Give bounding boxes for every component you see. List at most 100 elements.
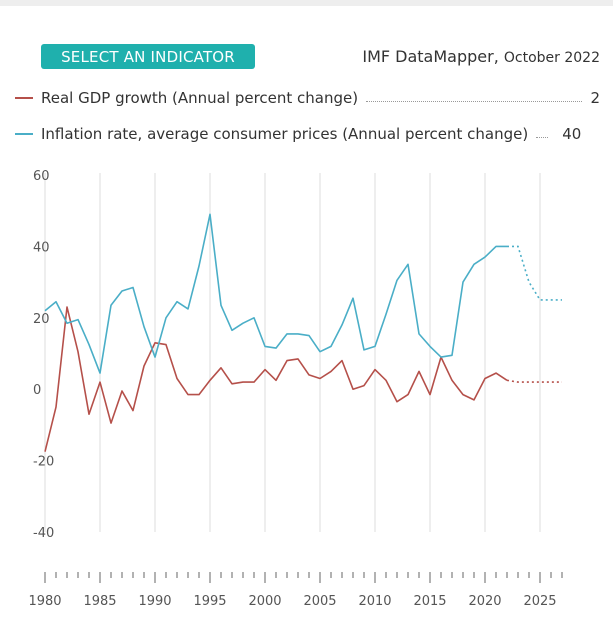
data-point[interactable] bbox=[482, 375, 488, 381]
legend-item-gdp[interactable]: Real GDP growth (Annual percent change) … bbox=[15, 88, 600, 108]
data-point[interactable] bbox=[108, 420, 114, 426]
data-point[interactable] bbox=[350, 295, 356, 301]
data-point[interactable] bbox=[460, 392, 466, 398]
data-point[interactable] bbox=[218, 302, 224, 308]
legend-value-gdp: 2 bbox=[590, 89, 600, 107]
data-point[interactable] bbox=[174, 375, 180, 381]
data-point[interactable] bbox=[108, 302, 114, 308]
data-point[interactable] bbox=[130, 284, 136, 290]
data-point[interactable] bbox=[284, 358, 290, 364]
data-point[interactable] bbox=[229, 327, 235, 333]
data-point[interactable] bbox=[163, 342, 169, 348]
data-point[interactable] bbox=[295, 331, 301, 337]
data-point[interactable] bbox=[273, 377, 279, 383]
data-point[interactable] bbox=[218, 365, 224, 371]
data-point[interactable] bbox=[42, 449, 48, 455]
data-point[interactable] bbox=[548, 297, 554, 303]
data-point[interactable] bbox=[262, 367, 268, 373]
data-point[interactable] bbox=[504, 377, 510, 383]
data-point[interactable] bbox=[372, 367, 378, 373]
data-point[interactable] bbox=[185, 392, 191, 398]
data-point[interactable] bbox=[471, 397, 477, 403]
legend-item-inflation[interactable]: Inflation rate, average consumer prices … bbox=[15, 124, 600, 144]
data-point[interactable] bbox=[416, 368, 422, 374]
data-point[interactable] bbox=[196, 263, 202, 269]
data-point[interactable] bbox=[306, 372, 312, 378]
data-point[interactable] bbox=[537, 297, 543, 303]
data-point[interactable] bbox=[119, 288, 125, 294]
data-point[interactable] bbox=[493, 370, 499, 376]
data-point[interactable] bbox=[438, 354, 444, 360]
data-point[interactable] bbox=[559, 297, 565, 303]
data-point[interactable] bbox=[482, 254, 488, 260]
data-point[interactable] bbox=[141, 363, 147, 369]
data-point[interactable] bbox=[339, 322, 345, 328]
data-point[interactable] bbox=[405, 261, 411, 267]
data-point[interactable] bbox=[515, 379, 521, 385]
data-point[interactable] bbox=[251, 315, 257, 321]
data-point[interactable] bbox=[460, 279, 466, 285]
data-point[interactable] bbox=[284, 331, 290, 337]
data-point[interactable] bbox=[196, 392, 202, 398]
data-point[interactable] bbox=[383, 311, 389, 317]
data-point[interactable] bbox=[383, 377, 389, 383]
data-point[interactable] bbox=[229, 381, 235, 387]
data-point[interactable] bbox=[64, 320, 70, 326]
data-point[interactable] bbox=[75, 317, 81, 323]
data-point[interactable] bbox=[328, 368, 334, 374]
data-point[interactable] bbox=[185, 306, 191, 312]
data-point[interactable] bbox=[130, 408, 136, 414]
data-point[interactable] bbox=[86, 342, 92, 348]
data-point[interactable] bbox=[526, 379, 532, 385]
data-point[interactable] bbox=[372, 343, 378, 349]
data-point[interactable] bbox=[526, 279, 532, 285]
data-point[interactable] bbox=[449, 377, 455, 383]
data-point[interactable] bbox=[273, 345, 279, 351]
data-point[interactable] bbox=[262, 343, 268, 349]
data-point[interactable] bbox=[207, 377, 213, 383]
data-point[interactable] bbox=[328, 343, 334, 349]
data-point[interactable] bbox=[64, 304, 70, 310]
data-point[interactable] bbox=[141, 324, 147, 330]
data-point[interactable] bbox=[152, 354, 158, 360]
data-point[interactable] bbox=[53, 299, 59, 305]
data-point[interactable] bbox=[97, 370, 103, 376]
data-point[interactable] bbox=[317, 375, 323, 381]
data-point[interactable] bbox=[394, 399, 400, 405]
data-point[interactable] bbox=[361, 383, 367, 389]
data-point[interactable] bbox=[86, 411, 92, 417]
data-point[interactable] bbox=[504, 243, 510, 249]
data-point[interactable] bbox=[152, 340, 158, 346]
data-point[interactable] bbox=[416, 331, 422, 337]
data-point[interactable] bbox=[207, 211, 213, 217]
data-point[interactable] bbox=[427, 343, 433, 349]
data-point[interactable] bbox=[350, 386, 356, 392]
data-point[interactable] bbox=[394, 277, 400, 283]
data-point[interactable] bbox=[42, 308, 48, 314]
data-point[interactable] bbox=[240, 379, 246, 385]
data-point[interactable] bbox=[306, 333, 312, 339]
data-point[interactable] bbox=[471, 261, 477, 267]
select-indicator-button[interactable]: SELECT AN INDICATOR bbox=[41, 44, 255, 69]
data-point[interactable] bbox=[493, 243, 499, 249]
data-point[interactable] bbox=[75, 349, 81, 355]
data-point[interactable] bbox=[119, 388, 125, 394]
data-point[interactable] bbox=[174, 299, 180, 305]
data-point[interactable] bbox=[53, 404, 59, 410]
data-point[interactable] bbox=[559, 379, 565, 385]
data-point[interactable] bbox=[449, 352, 455, 358]
data-point[interactable] bbox=[405, 392, 411, 398]
data-point[interactable] bbox=[537, 379, 543, 385]
data-point[interactable] bbox=[251, 379, 257, 385]
data-point[interactable] bbox=[515, 243, 521, 249]
data-point[interactable] bbox=[339, 358, 345, 364]
data-point[interactable] bbox=[548, 379, 554, 385]
data-point[interactable] bbox=[240, 320, 246, 326]
data-point[interactable] bbox=[361, 347, 367, 353]
data-point[interactable] bbox=[295, 356, 301, 362]
data-point[interactable] bbox=[97, 379, 103, 385]
data-point[interactable] bbox=[317, 349, 323, 355]
data-point[interactable] bbox=[427, 392, 433, 398]
data-point[interactable] bbox=[163, 315, 169, 321]
